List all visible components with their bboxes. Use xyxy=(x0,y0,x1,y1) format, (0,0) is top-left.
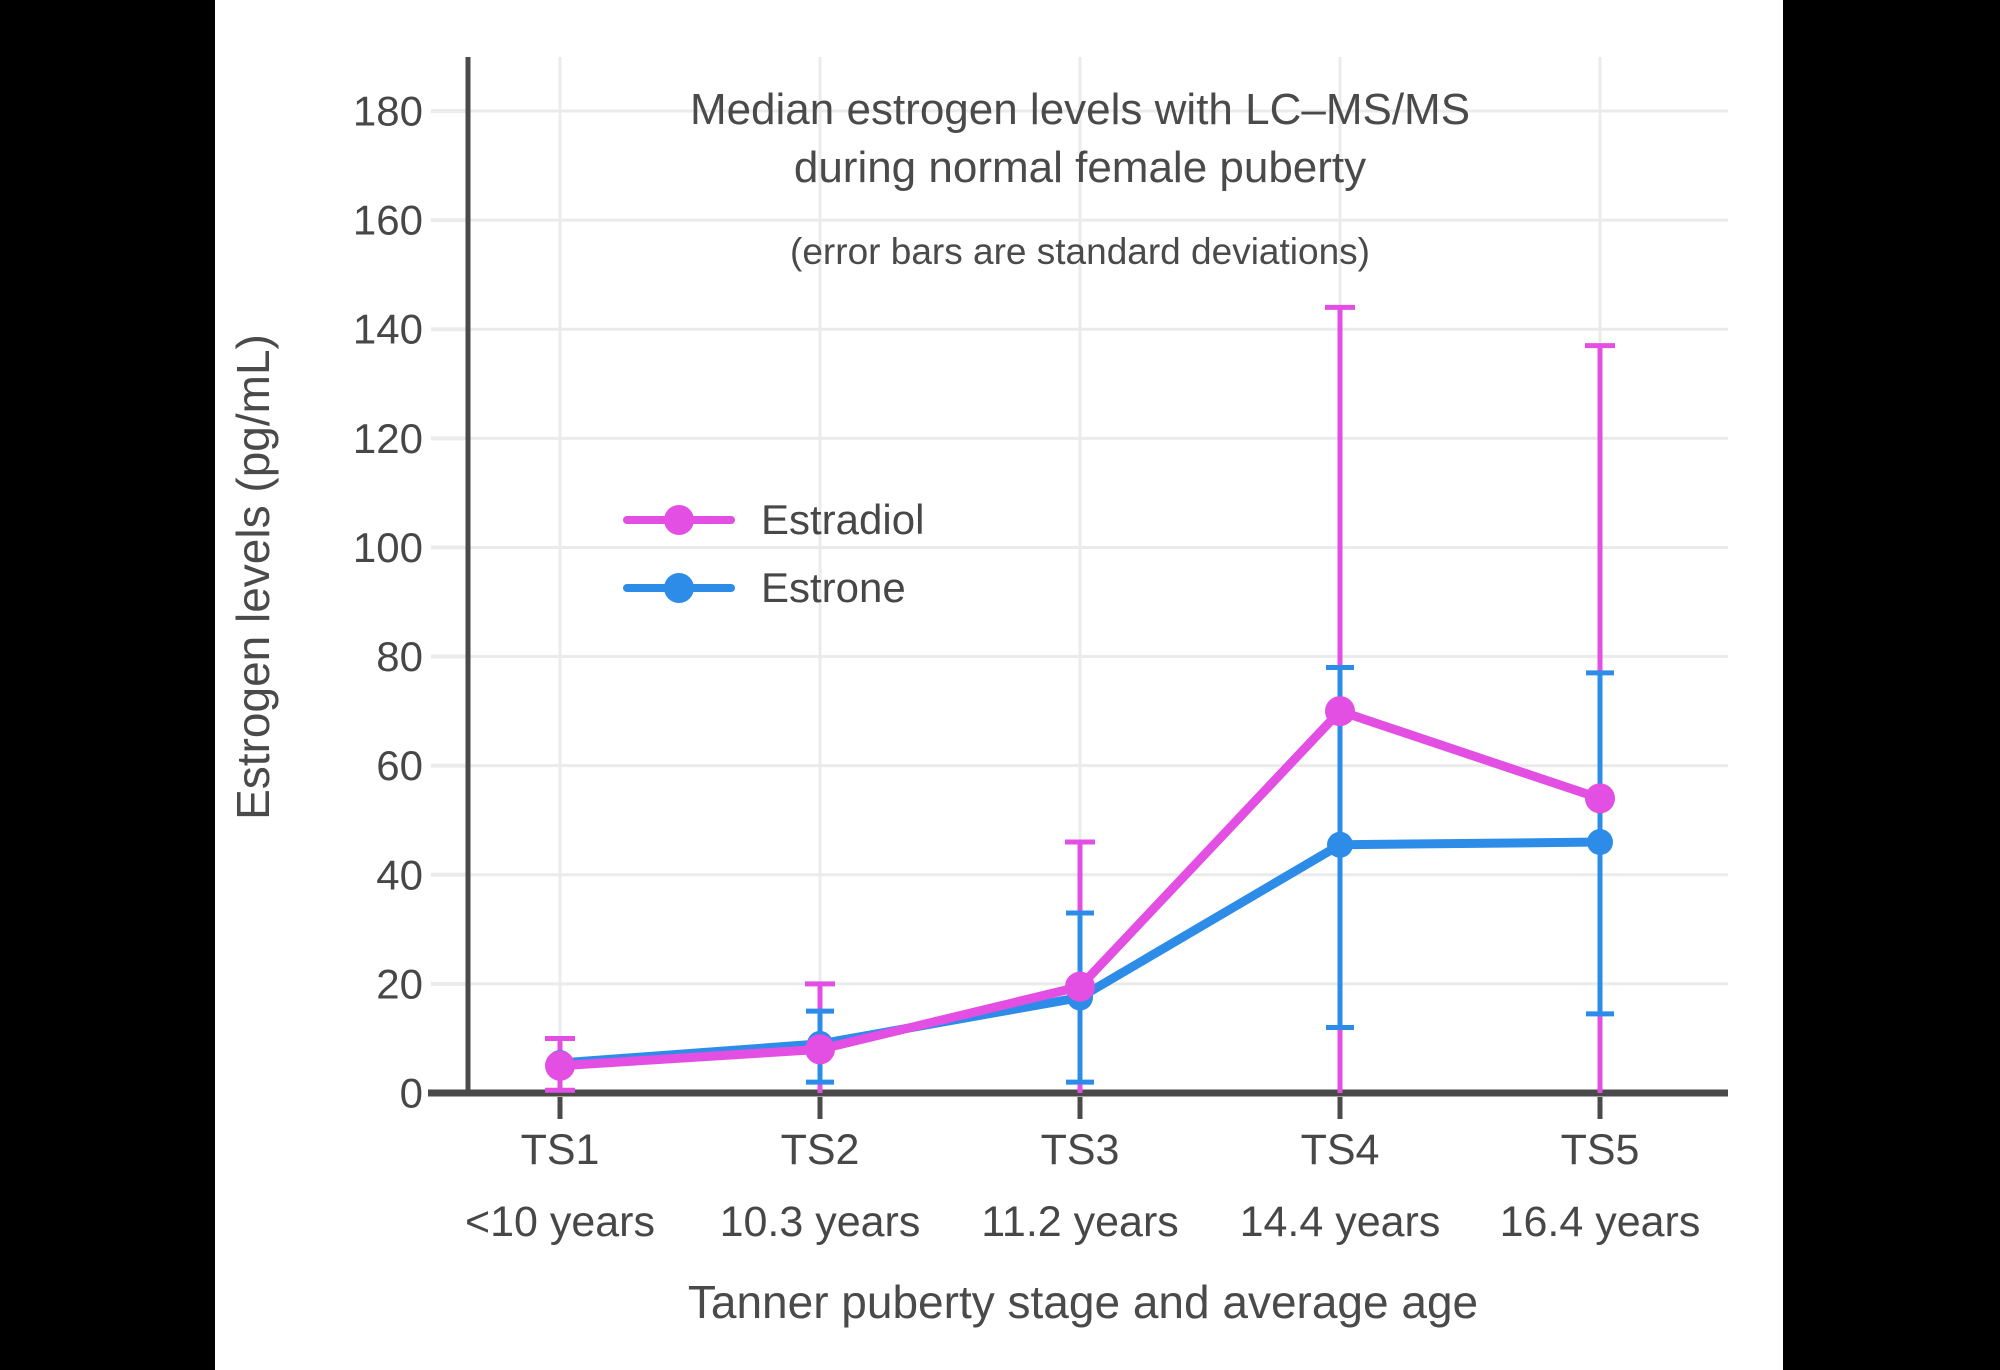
x-tick-label-age: 16.4 years xyxy=(1500,1198,1701,1246)
y-tick-label: 0 xyxy=(400,1070,423,1117)
x-tick-label-stage: TS2 xyxy=(781,1126,860,1174)
legend-label: Estradiol xyxy=(761,496,925,543)
x-tick-label-age: 14.4 years xyxy=(1240,1198,1441,1246)
data-point-estradiol-ts5[interactable] xyxy=(1585,783,1615,814)
data-point-estradiol-ts1[interactable] xyxy=(545,1050,575,1081)
data-point-estrone-ts4[interactable] xyxy=(1327,831,1353,858)
x-tick-label-age: <10 years xyxy=(465,1198,655,1246)
chart-canvas[interactable]: 0 20 40 60 80 100 120 140 160 180 TS1 <10 years TS2 1… xyxy=(215,0,1783,1370)
legend-swatch-estrone xyxy=(623,573,735,603)
y-tick-label: 160 xyxy=(353,197,423,244)
legend-label: Estrone xyxy=(761,564,906,611)
y-tick-label: 180 xyxy=(353,88,423,135)
chart-subtitle: (error bars are standard deviations) xyxy=(790,231,1370,272)
x-tick-label-stage: TS5 xyxy=(1561,1126,1640,1174)
x-tick-label-stage: TS1 xyxy=(521,1126,600,1174)
y-tick-label: 20 xyxy=(376,960,423,1007)
data-point-estradiol-ts4[interactable] xyxy=(1325,696,1355,727)
chart-title-line1: Median estrogen levels with LC–MS/MS xyxy=(689,85,1471,134)
legend-item-estrone[interactable]: Estrone xyxy=(623,564,924,612)
x-tick-label-stage: TS4 xyxy=(1301,1126,1380,1174)
chart-panel: 0 20 40 60 80 100 120 140 160 180 TS1 <10 years TS2 1… xyxy=(215,0,1783,1370)
y-tick-label: 40 xyxy=(376,851,423,898)
x-axis-title: Tanner puberty stage and average age xyxy=(687,1276,1479,1328)
y-axis-title: Estrogen levels (pg/mL) xyxy=(227,334,279,820)
y-tick-label: 60 xyxy=(376,742,423,789)
y-tick-label: 80 xyxy=(376,633,423,680)
data-point-estrone-ts5[interactable] xyxy=(1587,829,1613,856)
legend: Estradiol Estrone xyxy=(623,496,924,612)
y-tick-label: 120 xyxy=(353,415,423,462)
chart-title-line2: during normal female puberty xyxy=(793,143,1367,192)
legend-item-estradiol[interactable]: Estradiol xyxy=(623,496,924,544)
data-point-estradiol-ts3[interactable] xyxy=(1065,971,1095,1002)
x-tick-label-age: 10.3 years xyxy=(720,1198,921,1246)
x-tick-label-age: 11.2 years xyxy=(981,1198,1179,1246)
legend-swatch-estradiol xyxy=(623,505,735,535)
letterbox-left xyxy=(0,0,215,1370)
data-point-estradiol-ts2[interactable] xyxy=(805,1034,835,1065)
letterbox-right xyxy=(1783,0,1998,1370)
y-tick-label: 100 xyxy=(353,524,423,571)
x-tick-label-stage: TS3 xyxy=(1041,1126,1120,1174)
y-tick-label: 140 xyxy=(353,306,423,353)
